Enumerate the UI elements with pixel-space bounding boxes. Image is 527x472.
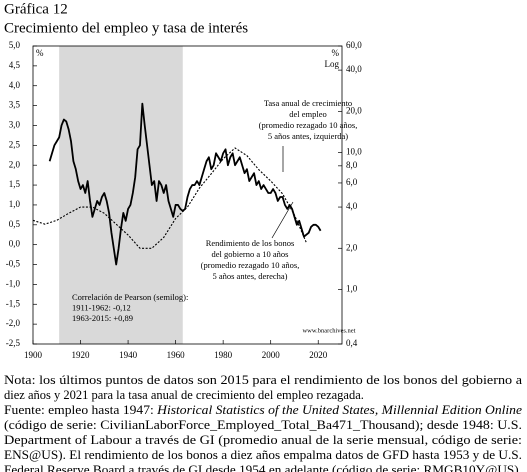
y-tick-label: -0,5 [6,259,21,269]
note-line: Nota: los últimos puntos de datos son 20… [4,373,523,387]
y2-tick-label: 1,0 [346,284,358,294]
note-line: diez años y 2021 para la tasa anual de c… [4,388,364,402]
y-tick-label: 3,5 [9,100,21,110]
y2-unit: % [332,48,340,58]
note-text: Historical Statistics of the United Stat… [156,403,522,417]
y2-tick-label: 40,0 [346,64,362,74]
annotation: 1963-2015: +0,89 [72,313,133,323]
x-tick-label: 1900 [24,350,43,360]
y-tick-label: 1,5 [9,179,21,189]
y-tick-label: -2,0 [6,318,21,328]
y-tick-label: 1,0 [9,199,21,209]
annotation: Tasa anual de crecimiento [264,98,352,108]
y-tick-label: 4,5 [9,60,21,70]
annotation: 1911-1962: -0,12 [72,302,131,312]
note-text: Federal Reserve Board a través de GI des… [4,463,522,472]
series-line [32,147,307,249]
note-text: Fuente: empleo hasta 1947: [4,403,157,417]
note-line: ENS@US). El rendimiento de los bonos a d… [4,448,522,462]
annotation: del empleo [289,109,327,119]
note-text: Nota: los últimos puntos de datos son 20… [4,373,523,387]
annotation: (promedio rezagado 10 años, [201,260,300,270]
y-tick-label: 0,5 [9,219,21,229]
note-text: diez años y 2021 para la tasa anual de c… [4,388,364,402]
note-line: Federal Reserve Board a través de GI des… [4,463,522,472]
plot-frame [32,45,343,345]
y-tick-label: 2,0 [9,159,21,169]
chart-subtitle: Crecimiento del empleo y tasa de interés [4,20,248,36]
annotation: Correlación de Pearson (semilog): [72,292,188,302]
note-line: (código de serie: CivilianLaborForce_Emp… [4,418,522,432]
shaded-period [59,46,183,344]
x-tick-label: 1960 [167,350,186,360]
x-tick-label: 1980 [214,350,233,360]
x-tick-label: 1920 [72,350,91,360]
x-tick-label: 1940 [119,350,138,360]
y-tick-label: -2,5 [6,338,21,348]
annotation: del gobierno a 10 años [212,249,289,259]
y2-tick-label: 10,0 [346,147,362,157]
y-tick-label: 4,0 [9,80,21,90]
note-text: (código de serie: CivilianLaborForce_Emp… [4,418,522,432]
y2-tick-label: 4,0 [346,201,358,211]
y-tick-label: 5,0 [9,40,21,50]
x-tick-label: 2000 [262,350,281,360]
note-line: Department of Labour a través de GI (pro… [4,433,522,447]
y2-scale-label: Log [325,59,340,69]
note-text: Department of Labour a través de GI (pro… [4,433,522,447]
y2-tick-label: 20,0 [346,105,362,115]
note-line: Fuente: empleo hasta 1947: Historical St… [4,403,522,417]
y-tick-label: -1,5 [6,298,21,308]
y2-tick-label: 0,4 [346,338,358,348]
annotation: 5 años antes, derecha) [212,271,287,281]
annotation: 5 años antes, izquierda) [268,131,348,141]
y2-tick-label: 2,0 [346,242,358,252]
annotation: (promedio rezagado 10 años, [259,120,358,130]
note-text: ENS@US). El rendimiento de los bonos a d… [4,448,522,462]
annotation: Rendimiento de los bonos [206,238,295,248]
y-tick-label: -1,0 [6,278,21,288]
annotation: www.bnarchives.net [302,327,355,334]
y2-tick-label: 60,0 [346,40,362,50]
chart-title: Gráfica 12 [4,1,68,17]
y-tick-label: 3,0 [9,120,21,130]
y2-tick-label: 6,0 [346,177,358,187]
y-tick-label: 0,0 [9,239,21,249]
leader-line [271,201,294,239]
y2-tick-label: 8,0 [346,160,358,170]
y-tick-label: 2,5 [9,139,21,149]
x-tick-label: 2020 [309,350,328,360]
y-unit: % [36,48,44,58]
